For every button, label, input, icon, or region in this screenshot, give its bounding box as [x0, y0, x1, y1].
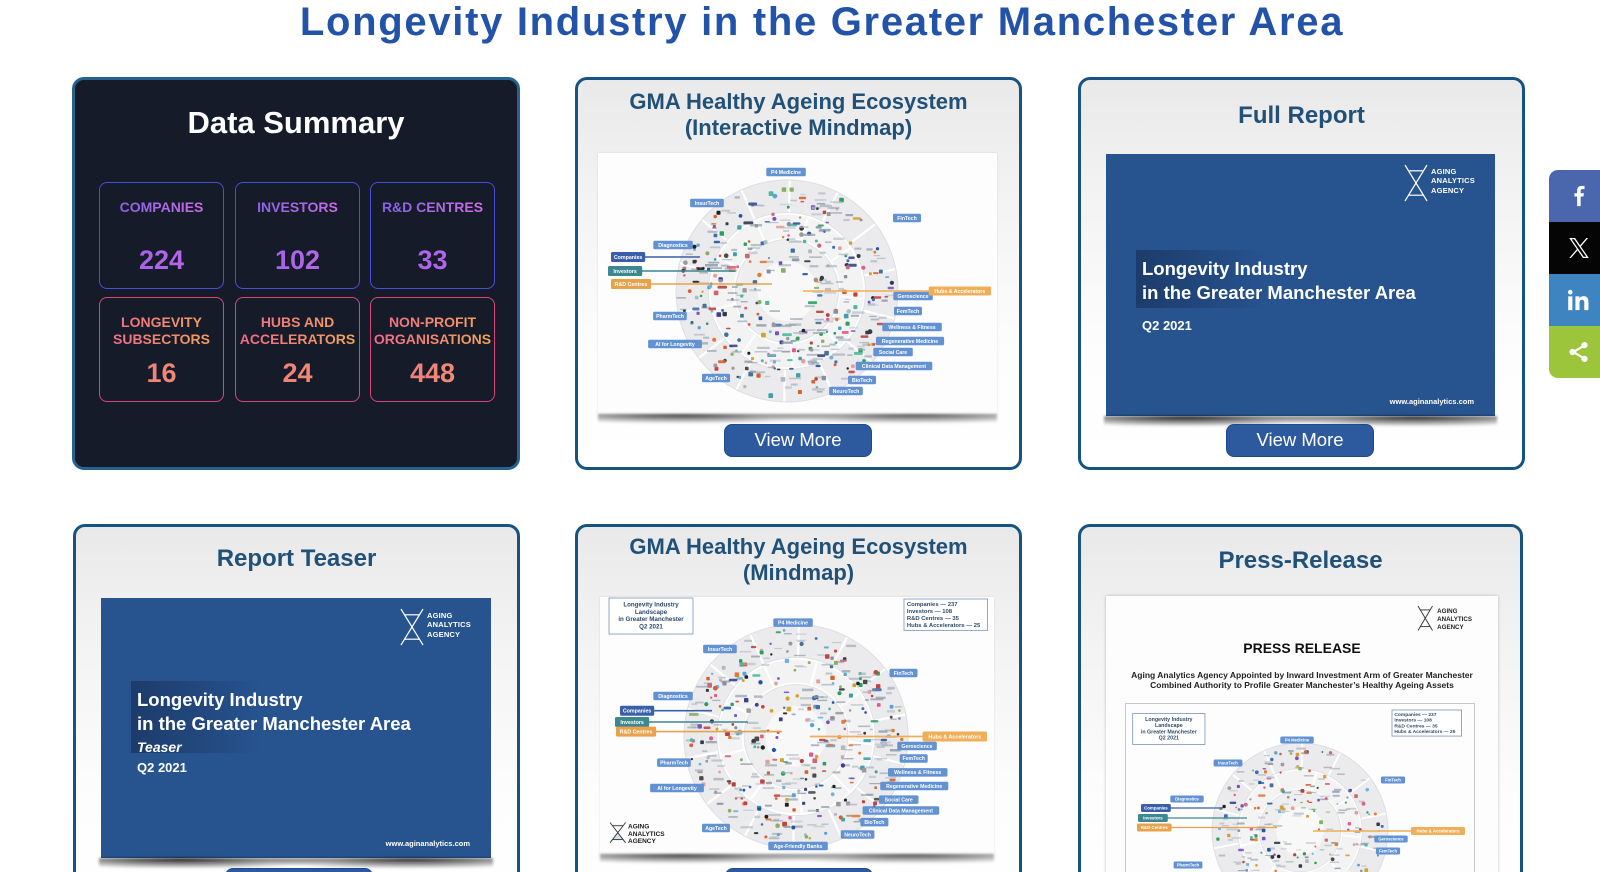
svg-text:FinTech: FinTech — [894, 671, 914, 677]
svg-text:NeuroTech: NeuroTech — [844, 832, 871, 838]
svg-text:Geroscience: Geroscience — [1378, 836, 1404, 841]
svg-text:Longevity Industry: Longevity Industry — [1145, 717, 1192, 723]
svg-text:FinTech: FinTech — [897, 216, 917, 222]
svg-text:P4 Medicine: P4 Medicine — [778, 620, 808, 626]
svg-text:Landscape: Landscape — [1155, 723, 1183, 729]
svg-text:InsurTech: InsurTech — [1218, 760, 1238, 765]
svg-text:AGING: AGING — [628, 824, 649, 831]
svg-text:ANALYTICS: ANALYTICS — [628, 831, 665, 838]
svg-text:PharmTech: PharmTech — [660, 761, 688, 767]
svg-text:Social Care: Social Care — [885, 798, 913, 804]
svg-text:Hubs & Accelerators: Hubs & Accelerators — [928, 734, 981, 740]
svg-text:FemTech: FemTech — [903, 756, 925, 762]
svg-text:Diagnostics: Diagnostics — [1175, 796, 1199, 801]
svg-text:P4 Medicine: P4 Medicine — [1285, 737, 1310, 742]
svg-text:InsurTech: InsurTech — [708, 647, 732, 653]
svg-text:in Greater Manchester: in Greater Manchester — [1141, 729, 1197, 735]
svg-text:Landscape: Landscape — [635, 609, 668, 616]
svg-text:Companies — 237: Companies — 237 — [1394, 712, 1436, 718]
svg-text:Geroscience: Geroscience — [897, 294, 928, 300]
svg-text:Wellness & Fitness: Wellness & Fitness — [888, 325, 935, 331]
svg-text:Q2 2021: Q2 2021 — [1159, 736, 1179, 742]
svg-text:R&D Centres — 35: R&D Centres — 35 — [907, 616, 960, 622]
svg-text:Clinical Data Management: Clinical Data Management — [862, 364, 927, 370]
svg-text:Diagnostics: Diagnostics — [658, 694, 688, 700]
svg-text:Investors — 108: Investors — 108 — [1394, 718, 1432, 724]
svg-text:AI for Longevity: AI for Longevity — [655, 342, 695, 348]
svg-text:BioTech: BioTech — [864, 820, 884, 826]
svg-text:R&D Centres: R&D Centres — [620, 729, 653, 735]
svg-text:Social Care: Social Care — [879, 350, 907, 356]
svg-text:Hubs & Accelerators: Hubs & Accelerators — [1416, 829, 1460, 834]
svg-text:AgeTech: AgeTech — [705, 376, 727, 382]
svg-text:PharmTech: PharmTech — [1177, 862, 1200, 867]
svg-text:in Greater Manchester: in Greater Manchester — [618, 616, 684, 623]
svg-text:Investors: Investors — [613, 269, 637, 275]
svg-text:Companies — 237: Companies — 237 — [907, 602, 958, 608]
svg-text:Regenerative Medicine: Regenerative Medicine — [886, 784, 942, 790]
svg-text:BioTech: BioTech — [852, 378, 872, 384]
svg-text:Wellness & Fitness: Wellness & Fitness — [894, 770, 941, 776]
svg-text:AgeTech: AgeTech — [705, 826, 727, 832]
svg-text:Hubs & Accelerators — 25: Hubs & Accelerators — 25 — [1394, 729, 1455, 735]
svg-text:Investors: Investors — [1143, 816, 1163, 821]
svg-text:FinTech: FinTech — [1385, 777, 1401, 782]
svg-text:Investors: Investors — [620, 720, 644, 726]
svg-text:Hubs & Accelerators: Hubs & Accelerators — [934, 289, 985, 295]
svg-text:AI for Longevity: AI for Longevity — [657, 786, 697, 792]
svg-text:Companies: Companies — [623, 709, 652, 715]
svg-text:PharmTech: PharmTech — [656, 314, 684, 320]
svg-text:Diagnostics: Diagnostics — [658, 243, 688, 249]
svg-text:Hubs & Accelerators — 25: Hubs & Accelerators — 25 — [907, 623, 981, 629]
svg-text:Q2 2021: Q2 2021 — [639, 623, 663, 630]
svg-text:Clinical Data Management: Clinical Data Management — [869, 808, 934, 814]
svg-text:InsurTech: InsurTech — [695, 201, 719, 207]
svg-text:Regenerative Medicine: Regenerative Medicine — [882, 339, 938, 345]
svg-text:FemTech: FemTech — [897, 309, 919, 315]
svg-text:Age-Friendly Banks: Age-Friendly Banks — [774, 844, 823, 850]
svg-text:Longevity Industry: Longevity Industry — [623, 602, 679, 609]
svg-text:R&D Centres: R&D Centres — [1141, 825, 1169, 830]
svg-text:Companies: Companies — [614, 255, 643, 261]
svg-text:Companies: Companies — [1144, 806, 1168, 811]
svg-text:P4 Medicine: P4 Medicine — [771, 170, 801, 176]
svg-text:Investors — 108: Investors — 108 — [907, 609, 953, 615]
svg-text:Geroscience: Geroscience — [901, 744, 932, 750]
svg-text:NeuroTech: NeuroTech — [833, 389, 860, 395]
svg-text:R&D Centres — 35: R&D Centres — 35 — [1394, 724, 1437, 730]
svg-text:FemTech: FemTech — [1379, 848, 1398, 853]
svg-text:R&D Centres: R&D Centres — [615, 282, 648, 288]
svg-text:AGENCY: AGENCY — [628, 838, 656, 845]
